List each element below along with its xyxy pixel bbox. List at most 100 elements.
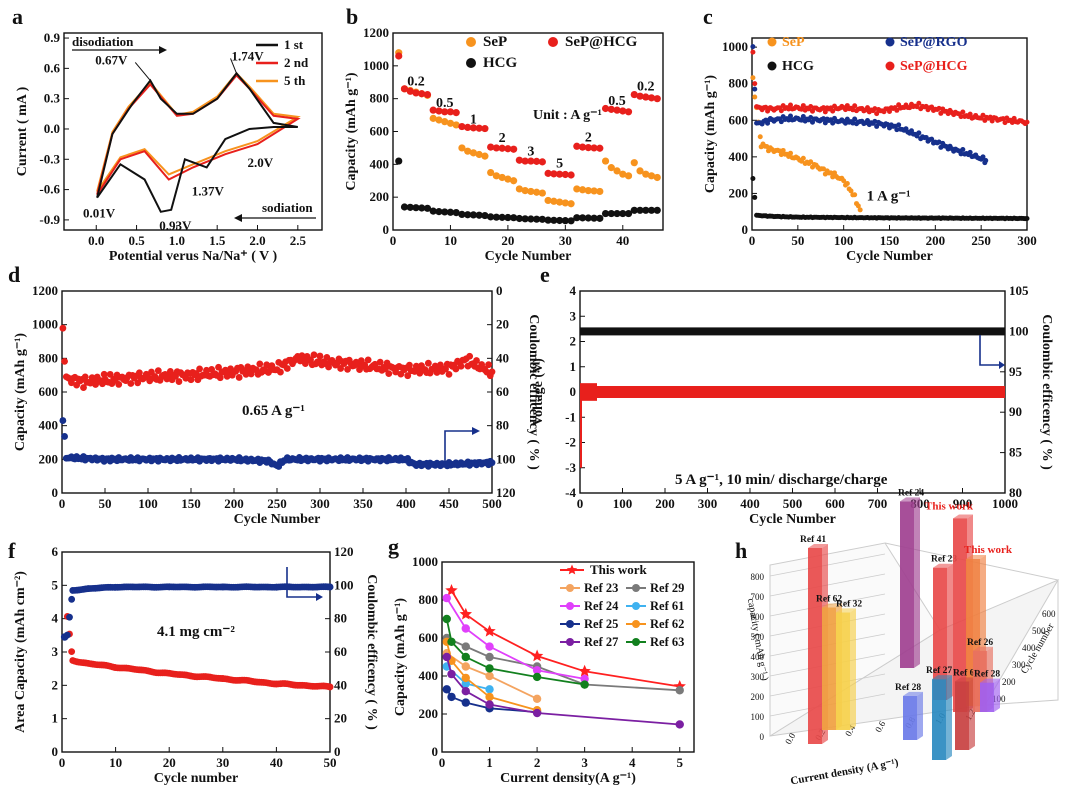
legend-marker xyxy=(566,584,574,592)
cycle-point-SeP@HCG xyxy=(967,111,973,117)
cycle-point-SeP@HCG xyxy=(980,112,986,118)
y-tick-label: 3 xyxy=(570,308,577,323)
cycle-point-SeP@RGO xyxy=(967,149,973,155)
rate-point-SeP@HCG xyxy=(533,157,541,165)
bar-side xyxy=(914,497,920,668)
pointer-line xyxy=(230,58,238,74)
y-axis-label: Area Capacity (mAh cm⁻²) xyxy=(13,571,28,733)
ce-band xyxy=(580,327,1005,336)
rate-point-SeP@HCG xyxy=(590,144,598,152)
y-tick-label: 400 xyxy=(370,156,390,171)
y2-axis-label: Coulombic efficency ( % ) xyxy=(526,314,541,470)
x-tick-label: 100 xyxy=(613,496,633,511)
y-tick-label: 0 xyxy=(52,744,59,759)
x-tick-label: 200 xyxy=(655,496,675,511)
rate-point-SeP xyxy=(435,116,443,124)
y2-tick-label: 40 xyxy=(334,677,347,692)
z-tick-label: 200 xyxy=(751,692,765,702)
rate-point-SeP@HCG xyxy=(481,124,489,133)
rate-point-SeP@HCG xyxy=(446,108,455,116)
rate-point-HCG xyxy=(596,214,604,222)
plot-frame xyxy=(392,32,664,231)
bar-label: Ref 28 xyxy=(974,670,1000,680)
y-tick-label: 0.3 xyxy=(44,91,61,106)
legend-label: SeP@HCG xyxy=(900,59,968,74)
bar-front xyxy=(836,612,850,730)
panel-letter: h xyxy=(735,538,747,563)
capacity-point xyxy=(457,362,465,370)
y-tick-label: -3 xyxy=(565,460,576,475)
ce-point xyxy=(326,583,334,591)
y-tick-label: -4 xyxy=(565,485,576,500)
capacity-point xyxy=(452,365,460,373)
cycle-point-SeP@RGO xyxy=(788,113,793,119)
capacity-point xyxy=(445,370,453,378)
y-tick-label: 1200 xyxy=(32,283,58,298)
panel-letter: b xyxy=(346,4,358,29)
y-tick-label: 5 xyxy=(52,577,59,592)
cycle-point-SeP@HCG xyxy=(987,114,993,120)
y-tick-label: 1000 xyxy=(412,554,438,569)
ce-point xyxy=(60,633,69,641)
cycle-point-SeP@HCG xyxy=(894,107,900,113)
y-tick-label: 200 xyxy=(419,706,439,721)
ref-point xyxy=(442,593,451,603)
rate-label: 3 xyxy=(527,144,534,159)
annotation: sodiation xyxy=(262,200,313,215)
z-tick-label: 100 xyxy=(751,712,765,722)
bar-3d: Ref 62 xyxy=(953,668,979,750)
rate-point-HCG xyxy=(446,208,455,216)
cycle-point-SeP@RGO xyxy=(980,154,986,160)
ref-point xyxy=(447,669,456,679)
legend-label: Ref 62 xyxy=(650,617,684,631)
rate-point-SeP@HCG xyxy=(487,143,495,151)
rate-point-HCG xyxy=(601,209,610,218)
cycle-point-SeP@HCG xyxy=(788,102,793,108)
y-tick-label: 0.0 xyxy=(44,121,60,136)
rate-point-SeP@HCG xyxy=(504,145,512,153)
cycle-point-SeP@RGO xyxy=(894,127,900,133)
arrow-head xyxy=(316,593,323,601)
legend-marker xyxy=(885,61,895,71)
ref-point xyxy=(485,671,494,681)
cycle-point-SeP@HCG xyxy=(821,105,826,111)
cycle-point-SeP xyxy=(844,180,850,186)
ref-point xyxy=(442,614,451,624)
bar-label: This work xyxy=(925,500,974,512)
cycle-point-SeP xyxy=(857,207,863,213)
star-marker xyxy=(530,649,544,662)
bar-top xyxy=(836,608,856,613)
bar-front xyxy=(933,567,947,700)
bar-3d: Ref 28 xyxy=(895,683,923,740)
capacity-point xyxy=(473,357,480,364)
cycle-point-SeP@HCG xyxy=(936,105,942,111)
y2-tick-label: 80 xyxy=(334,611,347,626)
x-tick-label: 2.0 xyxy=(249,233,265,248)
plot-frame xyxy=(63,32,323,231)
rate-point-SeP@HCG xyxy=(619,107,627,115)
y-tick-label: 600 xyxy=(729,112,749,127)
legend-label: 1 st xyxy=(284,37,304,52)
y2-tick-label: 40 xyxy=(496,350,509,365)
y-tick-label: -0.6 xyxy=(39,182,60,197)
ref-point xyxy=(461,673,470,683)
rate-point-HCG xyxy=(492,213,501,221)
cycle-point-SeP@RGO xyxy=(800,114,806,120)
x-tick-label: 50 xyxy=(99,496,112,511)
rate-point-SeP xyxy=(619,170,627,178)
capacity-point xyxy=(192,370,200,377)
rate-point-HCG xyxy=(613,209,621,218)
x-tick-label: 0 xyxy=(390,233,397,248)
bar-label: This work xyxy=(964,544,1013,556)
cycle-point-SeP@RGO xyxy=(929,136,935,142)
rate-point-SeP xyxy=(481,152,489,160)
legend-label: HCG xyxy=(782,59,814,74)
rate-point-SeP@HCG xyxy=(458,122,466,131)
cycle-point-SeP xyxy=(757,134,763,140)
bar-label: Ref 23 xyxy=(931,555,957,565)
legend-marker xyxy=(566,638,574,646)
star-marker xyxy=(445,584,458,596)
rate-point-HCG xyxy=(642,206,650,214)
y2-tick-label: 80 xyxy=(1009,485,1022,500)
ref-point xyxy=(485,664,494,673)
